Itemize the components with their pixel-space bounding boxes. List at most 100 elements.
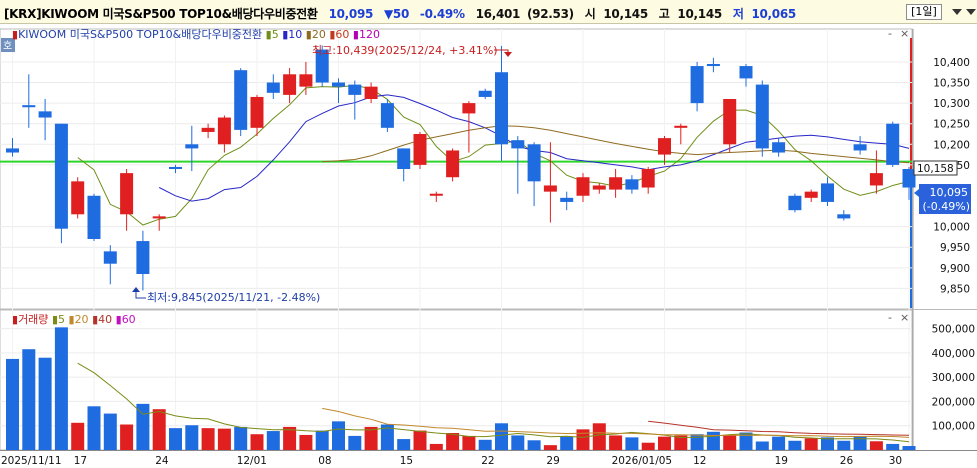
candle-body (772, 142, 786, 153)
legend-vol-ma5: 5 (58, 313, 65, 326)
candle-body (348, 84, 362, 95)
minimize-price-panel-icon[interactable]: - (888, 27, 892, 40)
volume-bar (315, 430, 329, 450)
high-annotation: 최고:10,439(2025/12/24, +3.41%) (312, 44, 498, 57)
volume-bar (54, 327, 68, 450)
high-label: 고 (658, 7, 670, 21)
candle-body (429, 193, 443, 196)
price-tick-label: 10,400 (933, 57, 970, 69)
volume-bar (87, 406, 101, 450)
volume-bar (592, 423, 606, 450)
candle-body (755, 84, 769, 149)
candle-body (6, 148, 19, 153)
date-tick-label: 2026/01/05 (612, 455, 673, 467)
legend-volume-marker: ▮ (12, 313, 18, 326)
volume-bar (6, 358, 19, 450)
candle-body (234, 70, 248, 130)
candle-body (625, 179, 639, 190)
candle-body (152, 216, 166, 219)
price-tick-label: 10,300 (933, 98, 970, 110)
volume-bar (250, 434, 264, 450)
candle-body (315, 49, 329, 83)
volume-tick-label: 500,000 (932, 324, 975, 336)
volume-tick-label: 400,000 (932, 348, 975, 360)
header-info: [KRX]KIWOOM 미국S&P500 TOP10&배당다우비중전환 10,0… (4, 5, 803, 22)
volume-bar (869, 441, 883, 450)
volume-bar (821, 437, 834, 450)
change-percent: -0.49% (419, 7, 465, 21)
candle-body (266, 82, 280, 93)
legend-ma60-marker: ▮ (329, 28, 335, 41)
candle-body (364, 86, 378, 99)
volume-bar (152, 409, 166, 450)
candle-body (136, 241, 150, 274)
low-arrow-icon (132, 287, 140, 292)
candle-body (38, 111, 52, 118)
volume-bar (299, 434, 313, 450)
volume-bar (527, 440, 541, 450)
period-selector[interactable]: [1일] (906, 4, 942, 20)
side-panel-label[interactable]: 호 (3, 40, 12, 52)
volume-bar (22, 349, 36, 450)
candle-body (560, 197, 574, 202)
volume-bar (283, 426, 297, 450)
legend-ma20-marker: ▮ (306, 28, 312, 41)
options-dropdown-icon[interactable] (966, 9, 976, 15)
volume-bar (413, 430, 427, 450)
volume-bar (120, 424, 134, 450)
candle-body (609, 177, 623, 190)
date-tick-label: 19 (775, 455, 788, 467)
volume-bar (446, 433, 460, 450)
candle-body (658, 138, 671, 155)
volume-bar (543, 445, 557, 450)
volume-bar (234, 426, 248, 450)
legend-ma5: 5 (272, 28, 279, 41)
volume-bar (788, 440, 802, 450)
close-price-panel-icon[interactable]: × (900, 27, 909, 40)
price-change: ▼50 (383, 7, 409, 21)
candle-body (723, 99, 737, 145)
current-price-box (919, 184, 971, 214)
volume-ratio: (92.53) (527, 7, 574, 21)
volume-bar (348, 435, 362, 450)
volume-bar (38, 357, 52, 450)
candle-body (804, 191, 818, 198)
scroll-bar-down-segment[interactable] (910, 178, 912, 308)
candle-body (690, 66, 704, 104)
date-axis: 2025/11/11 17 24 12/01 08 15 22 29 2026/01/05 12 1… (1, 455, 902, 467)
volume-bar (380, 424, 394, 450)
scroll-bar-up-segment[interactable] (910, 38, 912, 178)
volume-bar (397, 439, 411, 450)
candle-body (201, 127, 215, 132)
stock-name[interactable]: KIWOOM 미국S&P500 TOP10&배당다우비중전환 (41, 7, 318, 21)
candle-body (380, 103, 394, 128)
candle-body (543, 185, 557, 192)
price-tick-label: 9,900 (940, 263, 970, 275)
candle-body (706, 64, 720, 67)
side-panel-tab[interactable] (1, 38, 15, 52)
period-dropdown-icon[interactable] (952, 9, 962, 15)
candle-body (853, 144, 867, 151)
legend-candle-marker: ▮ (12, 28, 18, 41)
date-tick-label: 22 (481, 455, 494, 467)
minimize-volume-panel-icon[interactable]: - (888, 311, 892, 324)
legend-ma20: 20 (312, 28, 326, 41)
stock-chart[interactable]: 호 ▮KIWOOM 미국S&P500 TOP10&배당다우비중전환 ▮5 ▮10… (0, 24, 977, 468)
legend-vol-ma40: 40 (98, 313, 112, 326)
price-legend-name: KIWOOM 미국S&P500 TOP10&배당다우비중전환 (18, 28, 262, 41)
close-volume-panel-icon[interactable]: × (900, 311, 909, 324)
candle-body (902, 169, 916, 188)
price-tick-label: 10,250 (933, 119, 970, 131)
candle-body (788, 195, 802, 211)
candle-body (103, 251, 117, 264)
volume-bar (804, 438, 818, 450)
volume-bar (853, 436, 867, 450)
volume-bar (739, 432, 753, 450)
low-price: 10,065 (751, 7, 796, 21)
volume-bar (560, 436, 574, 450)
candle-body (54, 123, 68, 229)
volume-bar (706, 431, 720, 450)
date-tick-label: 12 (693, 455, 706, 467)
volume-tick-label: 100,000 (932, 421, 975, 433)
volume-legend-name: 거래량 (18, 313, 48, 326)
